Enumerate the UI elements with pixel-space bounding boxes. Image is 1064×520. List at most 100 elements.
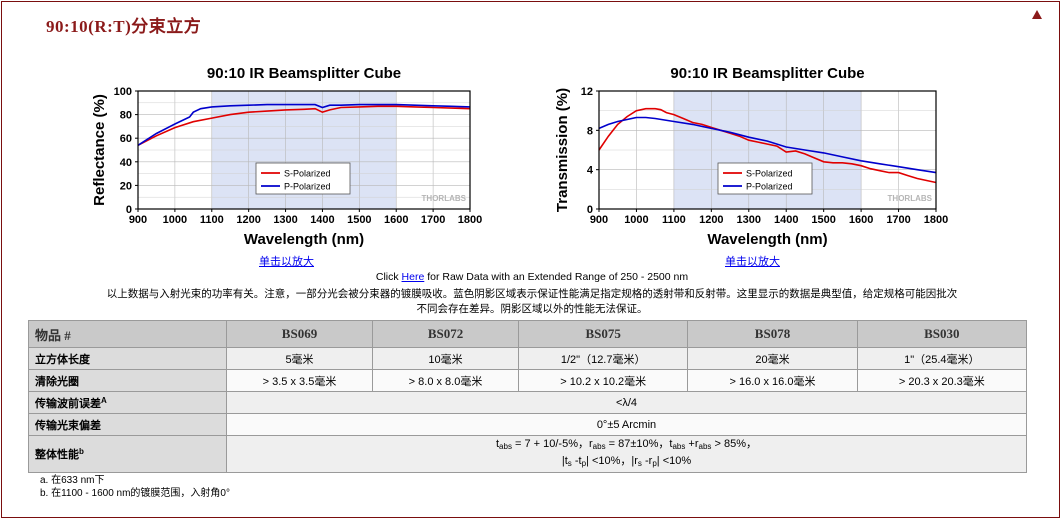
table-cell: 1/2"（12.7毫米） bbox=[518, 347, 689, 370]
raw-data-link[interactable]: Here bbox=[401, 271, 425, 283]
x-tick-label: 1800 bbox=[924, 214, 948, 226]
table-cell: 1"（25.4毫米） bbox=[856, 347, 1028, 370]
legend-box bbox=[717, 162, 813, 195]
plot-border bbox=[137, 90, 471, 210]
raw-data-suffix: for Raw Data with an Extended Range of 2… bbox=[424, 271, 689, 283]
enlarge-reflectance-link[interactable]: 单击以放大 bbox=[259, 256, 314, 268]
perf-sub: s bbox=[637, 459, 642, 468]
deviation-label: 传输光束偏差 bbox=[28, 413, 227, 436]
perf-sub: p bbox=[652, 459, 657, 468]
perf-text: = 87±10%， bbox=[605, 438, 670, 450]
x-tick-label: 1500 bbox=[811, 214, 835, 226]
series-line-p bbox=[137, 103, 471, 146]
back-to-top-icon[interactable] bbox=[1032, 10, 1042, 19]
perf-t: t bbox=[495, 438, 500, 450]
header-bs075: BS075 bbox=[518, 320, 689, 348]
table-row: 清除光圈 > 3.5 x 3.5毫米 > 8.0 x 8.0毫米 > 10.2 … bbox=[28, 369, 1028, 392]
series-line-s bbox=[598, 107, 937, 184]
y-tick-label: 8 bbox=[587, 125, 593, 137]
table-row: 传输光束偏差 0°±5 Arcmin bbox=[28, 413, 1027, 436]
table-cell: > 20.3 x 20.3毫米 bbox=[856, 369, 1028, 392]
y-tick-label: 4 bbox=[587, 165, 594, 177]
deviation-value: 0°±5 Arcmin bbox=[226, 413, 1027, 436]
reflectance-chart[interactable]: 90:10 IR Beamsplitter Cube 900 1000 1100 120… bbox=[86, 58, 516, 252]
table-header-row: 物品 # BS069 BS072 BS075 BS078 BS030 bbox=[28, 320, 1028, 348]
x-axis-label: Wavelength (nm) bbox=[244, 231, 364, 248]
y-axis-label: Reflectance (%) bbox=[91, 94, 108, 206]
x-tick-label: 1300 bbox=[737, 214, 761, 226]
header-bs078: BS078 bbox=[687, 320, 858, 348]
legend-label: P-Polarized bbox=[284, 182, 331, 192]
x-axis-label: Wavelength (nm) bbox=[707, 231, 827, 248]
perf-text: = 7 + 10/-5%， bbox=[511, 438, 589, 450]
table-cell: > 3.5 x 3.5毫米 bbox=[225, 369, 374, 392]
footnote-marker: b bbox=[79, 447, 84, 456]
note-line-1: 以上数据与入射光束的功率有关。注意，一部分光会被分束器的镀膜吸收。蓝色阴影区域表… bbox=[106, 288, 958, 300]
perf-sub: abs bbox=[592, 442, 606, 451]
x-tick-label: 1600 bbox=[384, 214, 408, 226]
perf-sub: abs bbox=[698, 442, 712, 451]
performance-label: 整体性能 bbox=[35, 449, 79, 461]
note-line-2: 不同会存在差异。阴影区域以外的性能无法保证。 bbox=[416, 303, 648, 315]
y-tick-label: 12 bbox=[581, 86, 593, 98]
y-tick-label: 60 bbox=[120, 133, 132, 145]
x-tick-label: 1000 bbox=[163, 214, 187, 226]
footnote-a: a. 在633 nm下 bbox=[40, 475, 105, 486]
perf-r: r bbox=[648, 455, 653, 467]
y-tick-label: 40 bbox=[120, 157, 132, 169]
transmission-chart[interactable]: 90:10 IR Beamsplitter Cube 900 1000 1100 120… bbox=[549, 58, 979, 252]
y-tick-label: 100 bbox=[114, 86, 132, 98]
enlarge-transmission-link[interactable]: 单击以放大 bbox=[725, 256, 780, 268]
perf-text: + bbox=[685, 438, 695, 450]
wavefront-label: 传输波前误差 bbox=[35, 397, 101, 410]
legend-label: S-Polarized bbox=[284, 169, 331, 179]
table-row: 立方体长度 5毫米 10毫米 1/2"（12.7毫米） 20毫米 1"（25.4… bbox=[28, 347, 1028, 370]
perf-text: | bbox=[561, 455, 565, 467]
raw-data-prefix: Click bbox=[375, 271, 402, 283]
x-tick-label: 1400 bbox=[310, 214, 334, 226]
performance-line-1: tabs = 7 + 10/-5%，rabs = 87±10%，tabs +ra… bbox=[228, 437, 1025, 454]
perf-t: t bbox=[578, 455, 582, 467]
row-label: 整体性能b bbox=[28, 435, 227, 473]
x-tick-label: 1800 bbox=[458, 214, 482, 226]
table-cell: > 16.0 x 16.0毫米 bbox=[687, 369, 858, 392]
x-tick-label: 1000 bbox=[624, 214, 648, 226]
footnotes: a. 在633 nm下 b. 在1100 - 1600 nm的镀膜范围，入射角0… bbox=[40, 474, 230, 500]
row-label: 立方体长度 bbox=[28, 347, 227, 370]
x-tick-label: 1700 bbox=[886, 214, 910, 226]
table-cell: 10毫米 bbox=[372, 347, 520, 370]
legend-label: S-Polarized bbox=[746, 169, 793, 179]
performance-line-2: |ts -tp| <10%，|rs -rp| <10% bbox=[228, 454, 1025, 471]
table-cell: 20毫米 bbox=[687, 347, 858, 370]
y-axis-label: Transmission (%) bbox=[554, 88, 571, 212]
thorlabs-watermark: THORLABS bbox=[888, 194, 933, 203]
y-tick-label: 80 bbox=[120, 110, 132, 122]
x-tick-label: 1100 bbox=[200, 214, 224, 226]
plot-border bbox=[598, 90, 937, 210]
x-tick-label: 1200 bbox=[699, 214, 723, 226]
chart-title: 90:10 IR Beamsplitter Cube bbox=[207, 65, 401, 82]
y-tick-label: 0 bbox=[126, 204, 132, 216]
wavefront-value: <λ/4 bbox=[226, 391, 1027, 414]
performance-value: tabs = 7 + 10/-5%，rabs = 87±10%，tabs +ra… bbox=[226, 435, 1027, 473]
legend-label: P-Polarized bbox=[746, 182, 793, 192]
perf-sub: abs bbox=[499, 442, 512, 451]
table-cell: 5毫米 bbox=[225, 347, 374, 370]
perf-sub: p bbox=[581, 459, 587, 468]
header-item: 物品 # bbox=[28, 320, 227, 348]
spec-table: 物品 # BS069 BS072 BS075 BS078 BS030 立方体长度… bbox=[28, 320, 1028, 473]
chart-title: 90:10 IR Beamsplitter Cube bbox=[670, 65, 864, 82]
perf-text: | bbox=[631, 455, 635, 467]
perf-t: t bbox=[669, 438, 673, 450]
row-label: 清除光圈 bbox=[28, 369, 227, 392]
page-title: 90:10(R:T)分束立方 bbox=[46, 17, 202, 36]
perf-text: | <10%， bbox=[586, 455, 632, 467]
y-tick-label: 20 bbox=[120, 180, 132, 192]
perf-r: r bbox=[694, 438, 699, 450]
header-bs069: BS069 bbox=[225, 320, 374, 348]
perf-t: t bbox=[564, 455, 568, 467]
perf-text: - bbox=[571, 455, 579, 467]
x-tick-label: 1700 bbox=[421, 214, 445, 226]
